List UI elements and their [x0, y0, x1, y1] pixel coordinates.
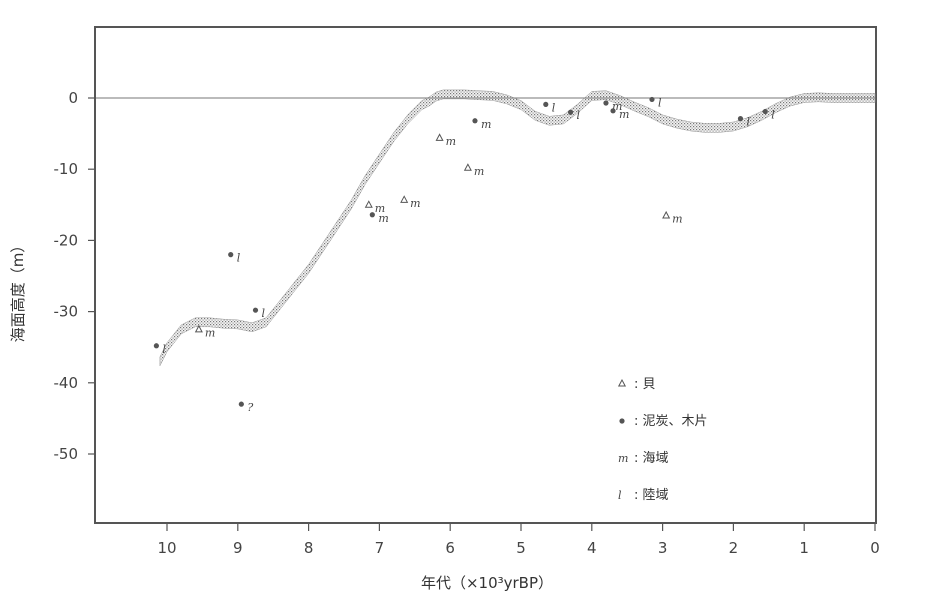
environment-tag: m	[378, 212, 388, 225]
peat-point	[153, 343, 159, 349]
x-tick-label: 3	[658, 539, 668, 557]
legend: : 貝 : 泥炭、木片 m : 海域 l : 陸域	[617, 377, 708, 503]
y-tick-label: -10	[54, 160, 79, 178]
plot-frame	[94, 26, 877, 524]
peat-point	[567, 109, 574, 115]
x-tick-label: 8	[304, 539, 314, 557]
peat-point	[543, 101, 549, 108]
legend-label: : 貝	[634, 377, 656, 392]
peat-point	[472, 118, 478, 124]
environment-tag: m	[481, 118, 491, 131]
peat-point	[610, 108, 616, 114]
x-tick-label: 5	[516, 539, 526, 557]
legend-letter-symbol: l	[618, 489, 622, 502]
peat-point	[252, 307, 259, 313]
shell-point	[364, 200, 373, 208]
peat-point	[228, 252, 234, 258]
environment-tag: m	[474, 165, 484, 178]
y-tick-label: 0	[68, 89, 78, 107]
shell-point	[463, 163, 472, 171]
environment-tag: ?	[247, 401, 253, 414]
shell-point	[400, 195, 409, 203]
x-tick-label: 7	[375, 539, 385, 557]
environment-tag: m	[410, 197, 420, 210]
legend-dot-symbol	[619, 418, 625, 424]
legend-label: : 陸域	[634, 487, 669, 503]
y-tick-label: -40	[54, 374, 79, 392]
peat-point	[649, 96, 655, 103]
x-tick-label: 1	[799, 539, 809, 557]
x-tick-label: 10	[157, 539, 176, 557]
peat-point	[238, 401, 244, 407]
y-tick-label: -50	[54, 445, 79, 463]
sea-level-band-layer	[159, 89, 876, 367]
y-tick-label: -20	[54, 231, 79, 249]
environment-tag: l	[552, 101, 556, 114]
peat-point	[737, 116, 744, 122]
environment-tag: l	[746, 116, 750, 129]
peat-point	[369, 212, 375, 218]
legend-label: : 泥炭、木片	[634, 414, 708, 429]
x-tick-label: 9	[233, 539, 243, 557]
peat-point	[762, 108, 768, 115]
x-axis: 10 9 8 7 6 5 4 3 2 1 0	[157, 523, 880, 557]
environment-tag: m	[672, 212, 682, 225]
shell-point	[194, 324, 203, 333]
environment-tag: m	[205, 326, 215, 339]
x-tick-label: 0	[870, 539, 880, 557]
x-tick-label: 6	[445, 539, 455, 557]
legend-triangle-symbol	[617, 378, 627, 387]
y-axis: 0 -10 -20 -30 -40 -50	[54, 89, 95, 463]
shell-point	[435, 133, 444, 141]
environment-tag: m	[612, 100, 622, 113]
environment-tag: l	[658, 96, 662, 109]
environment-tag: l	[577, 109, 581, 122]
x-axis-title: 年代（×10³yrBP）	[421, 574, 553, 592]
shell-point	[662, 210, 671, 219]
x-tick-label: 4	[587, 539, 597, 557]
environment-tag: m	[375, 202, 385, 215]
environment-tag: m	[619, 108, 629, 121]
environment-tag: l	[237, 252, 241, 265]
environment-tag: l	[771, 109, 775, 122]
environment-tag: l	[262, 307, 266, 320]
legend-label: : 海域	[634, 451, 669, 466]
sea-level-band	[159, 89, 876, 367]
environment-tag: l	[162, 343, 166, 356]
y-axis-title: 海面高度（m）	[9, 238, 27, 343]
x-tick-label: 2	[729, 539, 739, 557]
environment-tag: m	[446, 135, 456, 148]
peat-point	[603, 100, 609, 106]
legend-letter-symbol: m	[618, 452, 628, 465]
y-tick-label: -30	[54, 303, 79, 321]
